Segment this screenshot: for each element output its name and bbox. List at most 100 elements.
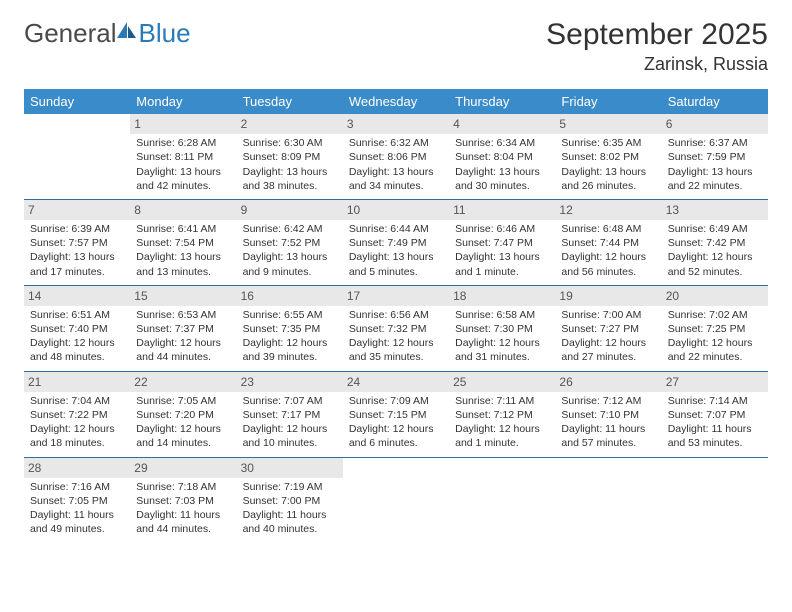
day-number: 6 [662,114,768,134]
day-number: 2 [237,114,343,134]
sunrise-text: Sunrise: 6:30 AM [243,136,337,150]
day-number: 26 [555,372,661,392]
weekday-header: Thursday [449,89,555,114]
sunrise-text: Sunrise: 7:18 AM [136,480,230,494]
calendar-day-cell: 8Sunrise: 6:41 AMSunset: 7:54 PMDaylight… [130,199,236,285]
sunrise-text: Sunrise: 6:44 AM [349,222,443,236]
sunset-text: Sunset: 7:54 PM [136,236,230,250]
sunrise-text: Sunrise: 7:00 AM [561,308,655,322]
sunset-text: Sunset: 7:59 PM [668,150,762,164]
brand-part1: General [24,18,117,49]
sunset-text: Sunset: 7:37 PM [136,322,230,336]
daylight-text: Daylight: 11 hours and 40 minutes. [243,508,337,536]
calendar-day-cell: 3Sunrise: 6:32 AMSunset: 8:06 PMDaylight… [343,114,449,199]
month-title: September 2025 [546,18,768,52]
sunset-text: Sunset: 7:49 PM [349,236,443,250]
sunrise-text: Sunrise: 6:41 AM [136,222,230,236]
daylight-text: Daylight: 11 hours and 44 minutes. [136,508,230,536]
sunrise-text: Sunrise: 7:05 AM [136,394,230,408]
calendar-empty-cell [449,457,555,542]
day-number: 10 [343,200,449,220]
sunrise-text: Sunrise: 6:56 AM [349,308,443,322]
calendar-day-cell: 12 Sunrise: 6:48 AMSunset: 7:44 PMDayligh… [555,199,661,285]
calendar-day-cell: 19Sunrise: 7:00 AMSunset: 7:27 PMDayligh… [555,285,661,371]
day-number: 27 [662,372,768,392]
sunrise-text: Sunrise: 6:48 AM [561,222,655,236]
sunset-text: Sunset: 7:57 PM [30,236,124,250]
sunset-text: Sunset: 8:09 PM [243,150,337,164]
sunrise-text: Sunrise: 7:19 AM [243,480,337,494]
calendar-day-cell: 14Sunrise: 6:51 AMSunset: 7:40 PMDayligh… [24,285,130,371]
calendar-day-cell: 20Sunrise: 7:02 AMSunset: 7:25 PMDayligh… [662,285,768,371]
daylight-text: Daylight: 12 hours and 18 minutes. [30,422,124,450]
calendar-week-row: 1Sunrise: 6:28 AMSunset: 8:11 PMDaylight… [24,114,768,199]
calendar-day-cell: 2Sunrise: 6:30 AMSunset: 8:09 PMDaylight… [237,114,343,199]
sunrise-text: Sunrise: 6:51 AM [30,308,124,322]
sunrise-text: Sunrise: 6:28 AM [136,136,230,150]
sunset-text: Sunset: 7:27 PM [561,322,655,336]
brand-logo: General Blue [24,18,191,49]
sunrise-text: Sunrise: 6:58 AM [455,308,549,322]
daylight-text: Daylight: 13 hours and 1 minute. [455,250,549,278]
sunset-text: Sunset: 7:44 PM [561,236,655,250]
calendar-day-cell: 21Sunrise: 7:04 AMSunset: 7:22 PMDayligh… [24,371,130,457]
sunset-text: Sunset: 8:04 PM [455,150,549,164]
calendar-day-cell: 18Sunrise: 6:58 AMSunset: 7:30 PMDayligh… [449,285,555,371]
weekday-header: Tuesday [237,89,343,114]
day-number: 22 [130,372,236,392]
daylight-text: Daylight: 12 hours and 44 minutes. [136,336,230,364]
calendar-day-cell: 9Sunrise: 6:42 AMSunset: 7:52 PMDaylight… [237,199,343,285]
daylight-text: Daylight: 13 hours and 22 minutes. [668,165,762,193]
daylight-text: Daylight: 13 hours and 42 minutes. [136,165,230,193]
sunset-text: Sunset: 7:12 PM [455,408,549,422]
sunset-text: Sunset: 7:52 PM [243,236,337,250]
sunrise-text: Sunrise: 6:49 AM [668,222,762,236]
calendar-empty-cell [24,114,130,199]
sunset-text: Sunset: 7:35 PM [243,322,337,336]
weekday-header: Saturday [662,89,768,114]
sunset-text: Sunset: 8:11 PM [136,150,230,164]
sunrise-text: Sunrise: 7:09 AM [349,394,443,408]
sunrise-text: Sunrise: 7:07 AM [243,394,337,408]
sunrise-text: Sunrise: 6:39 AM [30,222,124,236]
sunset-text: Sunset: 7:10 PM [561,408,655,422]
sunrise-text: Sunrise: 7:11 AM [455,394,549,408]
day-number: 13 [662,200,768,220]
calendar-week-row: 7Sunrise: 6:39 AMSunset: 7:57 PMDaylight… [24,199,768,285]
day-number: 20 [662,286,768,306]
day-number: 15 [130,286,236,306]
calendar-day-cell: 29Sunrise: 7:18 AMSunset: 7:03 PMDayligh… [130,457,236,542]
daylight-text: Daylight: 12 hours and 14 minutes. [136,422,230,450]
daylight-text: Daylight: 12 hours and 56 minutes. [561,250,655,278]
sunset-text: Sunset: 8:06 PM [349,150,443,164]
calendar-day-cell: 28Sunrise: 7:16 AMSunset: 7:05 PMDayligh… [24,457,130,542]
calendar-day-cell: 26Sunrise: 7:12 AMSunset: 7:10 PMDayligh… [555,371,661,457]
day-number: 12 [555,200,661,220]
day-number: 8 [130,200,236,220]
day-number: 18 [449,286,555,306]
weekday-header: Wednesday [343,89,449,114]
calendar-day-cell: 6Sunrise: 6:37 AMSunset: 7:59 PMDaylight… [662,114,768,199]
day-number: 30 [237,458,343,478]
sunrise-text: Sunrise: 7:14 AM [668,394,762,408]
daylight-text: Daylight: 12 hours and 31 minutes. [455,336,549,364]
sunrise-text: Sunrise: 6:53 AM [136,308,230,322]
sunrise-text: Sunrise: 6:46 AM [455,222,549,236]
daylight-text: Daylight: 12 hours and 52 minutes. [668,250,762,278]
sunset-text: Sunset: 7:07 PM [668,408,762,422]
day-number: 21 [24,372,130,392]
calendar-day-cell: 11Sunrise: 6:46 AMSunset: 7:47 PMDayligh… [449,199,555,285]
sunrise-text: Sunrise: 6:55 AM [243,308,337,322]
calendar-day-cell: 5Sunrise: 6:35 AMSunset: 8:02 PMDaylight… [555,114,661,199]
calendar-day-cell: 27Sunrise: 7:14 AMSunset: 7:07 PMDayligh… [662,371,768,457]
day-number: 14 [24,286,130,306]
calendar-day-cell: 13Sunrise: 6:49 AMSunset: 7:42 PMDayligh… [662,199,768,285]
calendar-day-cell: 30Sunrise: 7:19 AMSunset: 7:00 PMDayligh… [237,457,343,542]
calendar-empty-cell [662,457,768,542]
sunrise-text: Sunrise: 6:35 AM [561,136,655,150]
daylight-text: Daylight: 13 hours and 9 minutes. [243,250,337,278]
sunrise-text: Sunrise: 7:04 AM [30,394,124,408]
page-header: General Blue September 2025 Zarinsk, Rus… [24,18,768,75]
daylight-text: Daylight: 11 hours and 57 minutes. [561,422,655,450]
title-block: September 2025 Zarinsk, Russia [546,18,768,75]
